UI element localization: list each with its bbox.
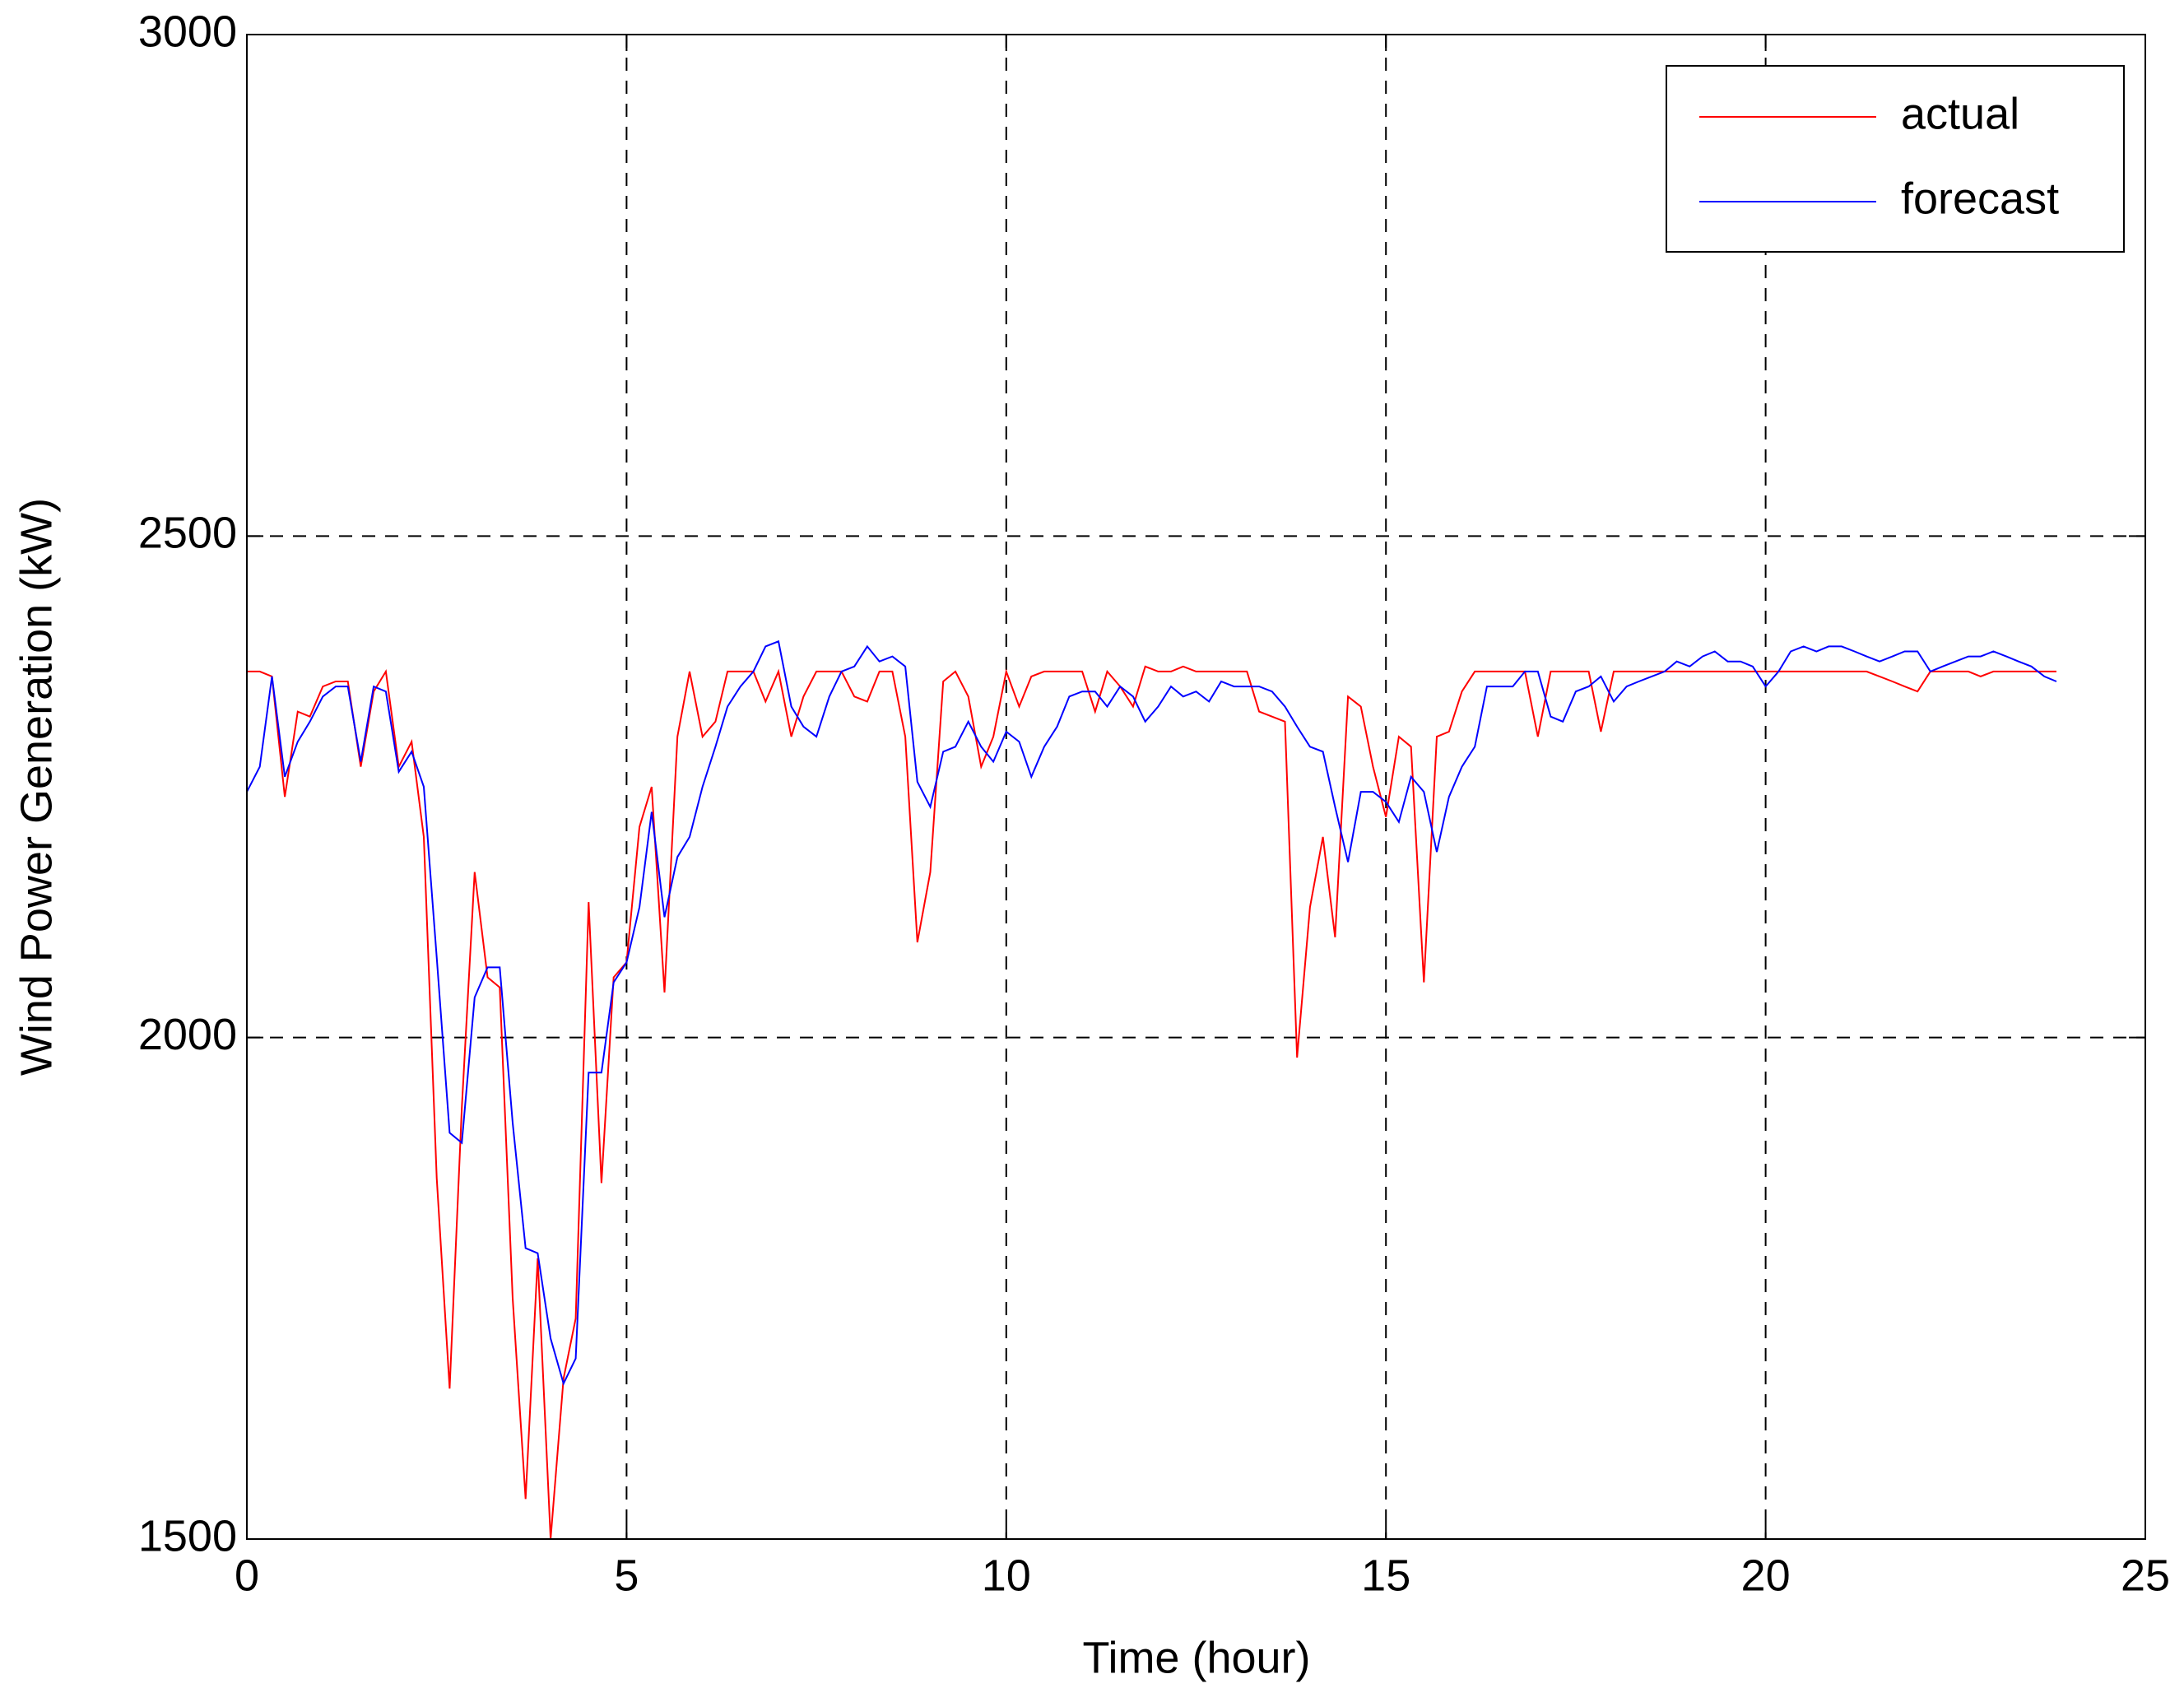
x-tick-label: 25	[2121, 1551, 2170, 1600]
legend-box	[1666, 65, 2125, 253]
plot-frame	[246, 34, 2146, 1540]
series-line	[247, 665, 2056, 1540]
legend-label: actual	[1901, 89, 2019, 138]
y-axis-label: Wind Power Generation (kW)	[12, 498, 61, 1076]
x-axis-label: Time (hour)	[1082, 1633, 1310, 1682]
legend-label: forecast	[1901, 174, 2059, 223]
y-tick-label: 1500	[138, 1511, 237, 1560]
plot-area	[247, 35, 2145, 1539]
x-tick-label: 0	[235, 1551, 259, 1600]
series-line	[246, 639, 2057, 1386]
x-tick-label: 20	[1741, 1551, 1791, 1600]
x-tick-label: 15	[1361, 1551, 1410, 1600]
x-tick-label: 10	[982, 1551, 1031, 1600]
y-tick-label: 3000	[138, 7, 237, 56]
y-tick-label: 2000	[138, 1010, 237, 1059]
x-tick-label: 5	[614, 1551, 639, 1600]
y-tick-label: 2500	[138, 509, 237, 558]
